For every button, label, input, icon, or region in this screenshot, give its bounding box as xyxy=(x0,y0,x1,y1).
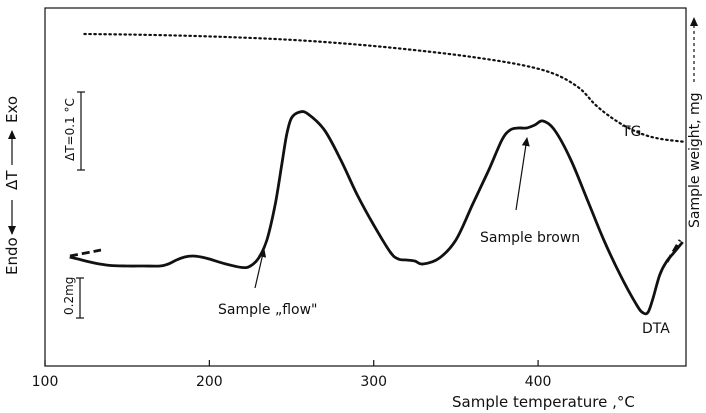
tg-curve xyxy=(83,32,688,144)
left-axis-label-endo: Endo xyxy=(3,237,21,275)
tg-curve-label: TG xyxy=(621,124,641,140)
mass-scale-bar: 0.2mg xyxy=(62,277,84,319)
x-axis-ticks: 100 200 300 400 xyxy=(32,360,552,390)
dt-scale-bar: ΔT=0.1 °C xyxy=(63,91,85,171)
x-tick-label-100: 100 xyxy=(32,374,59,390)
x-axis-label: Sample temperature ,°C xyxy=(452,393,635,411)
brown-annotation: Sample brown xyxy=(480,230,580,246)
x-tick-label-300: 300 xyxy=(360,374,387,390)
dta-curve xyxy=(69,110,684,316)
right-axis-label: Sample weight, mg xyxy=(687,92,703,228)
mass-scale-label: 0.2mg xyxy=(62,277,76,315)
right-axis-label-group: Sample weight, mg xyxy=(687,17,703,228)
plot-frame xyxy=(44,7,687,367)
x-tick-label-200: 200 xyxy=(196,374,223,390)
dta-dash-start xyxy=(69,248,102,258)
left-axis-label-exo: Exo xyxy=(3,96,21,123)
left-axis-label-group: Endo ΔT Exo xyxy=(3,96,21,275)
brown-arrow xyxy=(515,137,530,211)
flow-annotation: Sample „flow" xyxy=(218,302,317,318)
dt-scale-label: ΔT=0.1 °C xyxy=(63,98,77,161)
left-axis-label-dt: ΔT xyxy=(3,170,21,190)
dta-dash-end xyxy=(665,239,682,263)
flow-arrow xyxy=(254,248,267,289)
x-tick-label-400: 400 xyxy=(525,374,552,390)
dta-curve-label: DTA xyxy=(642,321,670,337)
